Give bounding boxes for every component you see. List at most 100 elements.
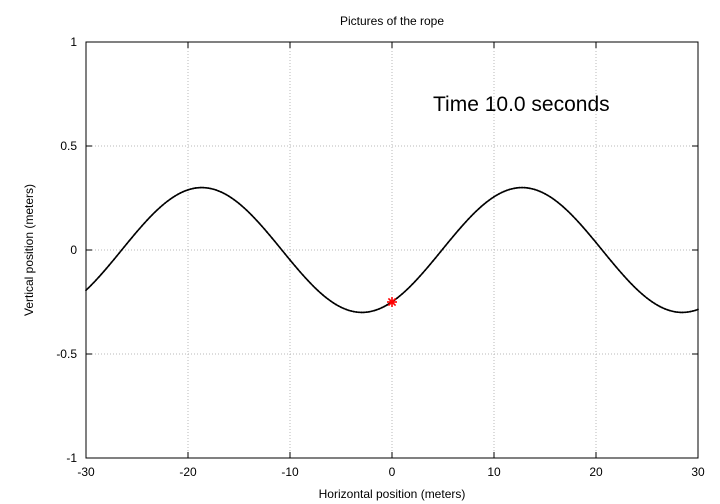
rope-point <box>424 269 427 272</box>
rope-point <box>533 188 536 191</box>
rope-point <box>554 199 557 202</box>
rope-point <box>541 191 544 194</box>
rope-point <box>306 279 309 282</box>
rope-point <box>521 186 523 189</box>
rope-point <box>516 187 518 189</box>
rope-point <box>590 235 592 238</box>
rope-point <box>204 186 207 189</box>
rope-point <box>199 186 202 189</box>
rope-point <box>401 293 404 295</box>
rope-point <box>669 309 671 312</box>
rope-point <box>271 237 274 240</box>
rope-point <box>332 301 335 304</box>
rope-point <box>618 269 620 272</box>
rope-point <box>426 266 429 269</box>
rope-point <box>643 295 646 297</box>
rope-point <box>322 294 325 297</box>
rope-point <box>273 240 276 243</box>
rope-point <box>352 310 355 313</box>
rope-point <box>623 275 625 277</box>
rope-point <box>505 189 508 192</box>
rope-point <box>148 216 151 219</box>
rope-point <box>544 192 546 195</box>
rope-point <box>480 205 483 208</box>
rope-point <box>363 311 365 314</box>
rope-point <box>184 189 187 192</box>
rope-point <box>523 186 526 189</box>
rope-point <box>378 307 381 310</box>
rope-point <box>638 290 641 293</box>
rope-point <box>118 252 121 255</box>
rope-point <box>635 288 638 291</box>
rope-point <box>536 189 539 192</box>
rope-point <box>235 200 238 203</box>
rope-point <box>625 277 628 280</box>
rope-point <box>403 290 406 293</box>
rope-point <box>373 309 376 312</box>
rope-point <box>531 187 534 190</box>
rope-point <box>357 311 360 314</box>
chart-title: Pictures of the rope <box>340 14 444 28</box>
rope-point <box>131 236 133 239</box>
y-tick-label: 0.5 <box>60 139 77 153</box>
rope-point <box>123 245 126 248</box>
rope-point <box>437 254 439 256</box>
rope-point <box>459 226 462 229</box>
rope-point <box>421 272 424 275</box>
rope-point <box>289 259 291 261</box>
rope-point <box>549 195 551 198</box>
rope-point <box>240 204 243 207</box>
axis-ticks <box>85 41 699 459</box>
rope-point <box>110 261 113 264</box>
x-tick-label: 0 <box>389 465 396 479</box>
rope-point <box>161 204 164 207</box>
rope-point <box>508 188 511 191</box>
highlight-star-marker <box>387 297 397 307</box>
rope-point <box>329 300 332 303</box>
rope-point <box>646 297 648 300</box>
rope-point <box>408 285 411 288</box>
rope-point <box>230 196 233 199</box>
rope-point <box>648 299 651 301</box>
rope-point <box>194 187 197 189</box>
rope-point <box>337 305 340 307</box>
rope-point <box>108 264 110 267</box>
rope-point <box>120 249 123 251</box>
rope-point <box>556 201 559 204</box>
rope-point <box>612 263 615 266</box>
rope-point <box>503 190 506 193</box>
rope-point <box>192 187 195 190</box>
rope-point <box>567 210 569 213</box>
rope-point <box>679 311 682 314</box>
rope-point <box>182 190 184 193</box>
rope-point <box>500 191 503 194</box>
rope-point <box>564 207 567 210</box>
rope-point <box>174 194 177 197</box>
rope-point <box>419 275 421 277</box>
rope-point <box>671 310 674 313</box>
rope-point <box>347 309 350 312</box>
rope-point <box>202 186 205 189</box>
rope-point <box>176 193 179 196</box>
rope-point <box>327 298 330 301</box>
rope-point <box>607 257 610 259</box>
rope-point <box>653 302 656 305</box>
rope-point <box>215 189 217 191</box>
rope-point <box>490 197 493 200</box>
rope-point <box>465 220 467 223</box>
rope-point <box>574 218 577 220</box>
rope-point <box>90 284 92 287</box>
rope-point <box>286 255 289 258</box>
rope-point <box>620 272 623 275</box>
rope-point <box>299 271 302 273</box>
rope-point <box>493 195 495 198</box>
rope-point <box>324 296 327 299</box>
rope-point <box>380 306 383 309</box>
rope-point <box>602 250 605 253</box>
rope-point <box>189 188 192 191</box>
rope-point <box>584 229 587 232</box>
rope-point <box>477 207 480 210</box>
rope-point <box>684 311 687 314</box>
rope-point <box>85 289 87 292</box>
